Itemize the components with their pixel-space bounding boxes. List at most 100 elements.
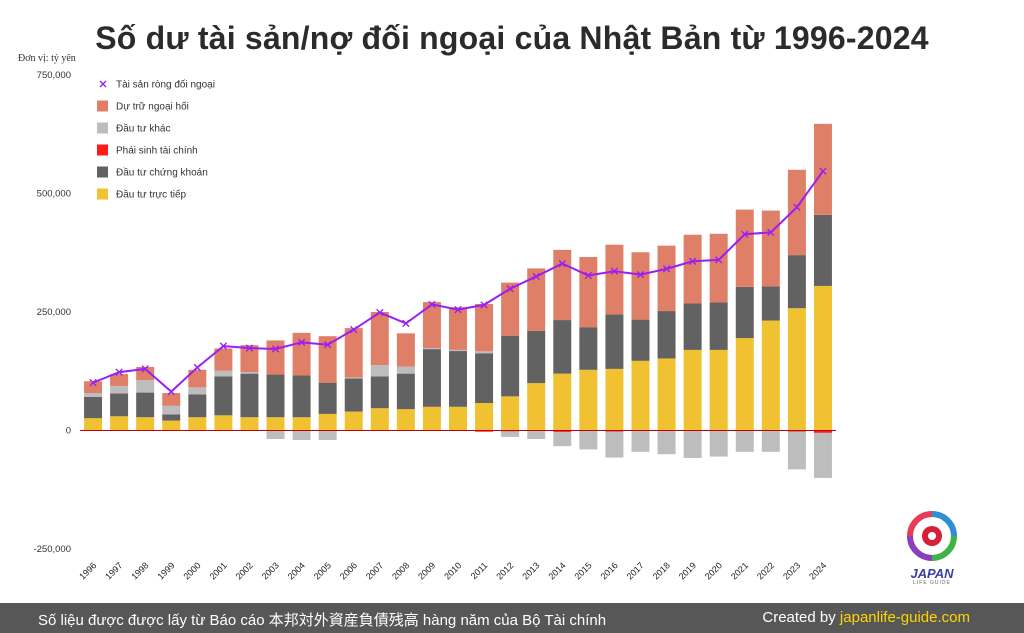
bar-segment — [813, 432, 832, 478]
bar-segment — [527, 268, 546, 331]
bar-segment — [214, 415, 233, 431]
bar-segment — [84, 396, 103, 419]
bar-segment — [553, 249, 572, 321]
footer-site-link[interactable]: japanlife-guide.com — [839, 609, 970, 626]
x-axis: 1996 1997 1998 1999 2000 2001 2002 2003 2004 2005… — [77, 560, 828, 581]
net-assets-marker — [454, 305, 462, 314]
bar-segment — [579, 369, 598, 431]
x-tick-label: 2011 — [469, 560, 490, 581]
bar-segment — [657, 311, 676, 359]
y-tick-label: 0 — [66, 426, 71, 437]
bar-segment — [396, 333, 415, 367]
legend-label: Đầu tư chứng khoán — [116, 167, 208, 179]
bar-segment — [449, 307, 467, 350]
x-tick-label: 1999 — [155, 560, 176, 581]
legend-label: Tài sản ròng đối ngoại — [116, 79, 215, 91]
bar-segment — [683, 303, 702, 350]
bar-segment — [579, 327, 598, 370]
bar-segment — [422, 348, 441, 350]
bar-segment — [110, 393, 129, 417]
x-tick-label: 2012 — [494, 560, 515, 581]
net-assets-marker — [297, 338, 306, 347]
bar-segment — [475, 353, 494, 404]
bar-segment — [136, 417, 155, 431]
y-axis: -250,000 0 250,000 500,000 750,000 — [33, 70, 71, 555]
bar-segment — [318, 430, 337, 440]
bar-segment — [422, 406, 441, 431]
x-tick-label: 2010 — [442, 560, 463, 581]
net-assets-marker — [376, 308, 384, 317]
bar-segment — [344, 411, 363, 431]
x-tick-label: 2002 — [234, 560, 255, 581]
bar-segment — [292, 332, 311, 376]
bar-segment — [240, 345, 259, 373]
y-tick-label: 500,000 — [37, 189, 71, 200]
bar-segment — [318, 413, 337, 431]
net-assets-marker — [688, 257, 697, 265]
x-tick-label: 2022 — [755, 560, 776, 581]
footer-source-text: Số liệu được được lấy từ Báo cáo 本邦対外資産負… — [38, 612, 607, 629]
bar-segment — [813, 214, 832, 286]
legend-label: Đầu tư trực tiếp — [116, 189, 187, 201]
x-tick-label: 2017 — [625, 560, 646, 581]
x-tick-label: 2023 — [781, 560, 802, 581]
bar-segment — [188, 387, 207, 395]
net-assets-marker — [167, 387, 175, 396]
x-tick-label: 2015 — [573, 560, 594, 581]
bar-segment — [709, 430, 728, 457]
net-assets-marker — [767, 228, 775, 237]
x-tick-label: 2008 — [390, 560, 411, 581]
net-assets-marker — [532, 272, 540, 281]
net-assets-marker — [219, 342, 228, 350]
bar-segment — [422, 302, 441, 349]
net-assets-marker — [506, 285, 514, 293]
x-tick-label: 2013 — [520, 560, 541, 581]
x-tick-label: 2024 — [807, 560, 828, 581]
net-assets-marker — [793, 203, 801, 211]
bar-segment — [787, 431, 806, 470]
bar-segment — [475, 403, 494, 431]
bar-segment — [553, 431, 572, 447]
bar-segment — [683, 349, 702, 431]
bar-segment — [787, 308, 806, 431]
bar-segment — [735, 338, 754, 431]
bar-segment — [292, 430, 311, 440]
bar-segment — [370, 376, 389, 409]
x-tick-label: 2004 — [286, 560, 307, 581]
bar-segment — [501, 431, 520, 437]
bar-segment — [449, 350, 467, 407]
bar-segment — [475, 351, 494, 354]
net-assets-marker — [428, 300, 436, 309]
bar-segment — [631, 360, 650, 431]
bar-segment — [527, 330, 546, 384]
bar-segment — [266, 417, 285, 431]
x-tick-label: 2003 — [260, 560, 281, 581]
bar-segment — [605, 431, 624, 458]
x-tick-label: 1997 — [103, 560, 124, 581]
y-tick-label: -250,000 — [33, 544, 71, 555]
bar-segment — [787, 169, 806, 256]
net-assets-marker — [662, 265, 671, 273]
bar-segment — [240, 373, 259, 418]
x-tick-label: 2018 — [651, 560, 672, 581]
bar-segment — [214, 376, 233, 416]
net-assets-marker — [323, 341, 332, 349]
bar-segment — [683, 430, 702, 458]
net-assets-marker — [741, 230, 749, 238]
bar-segment — [266, 374, 285, 418]
bar-segment — [579, 257, 598, 328]
logo-subtext: LIFE GUIDE — [913, 580, 951, 586]
footer-credit-prefix: Created by — [762, 609, 840, 626]
bar-segment — [449, 349, 467, 352]
net-assets-marker — [610, 267, 619, 275]
bar-segment — [370, 365, 389, 377]
net-assets-marker — [89, 378, 97, 387]
bar-segment — [605, 314, 624, 369]
bar-segment — [240, 372, 259, 374]
bar-segment — [344, 378, 363, 412]
net-assets-marker — [115, 368, 123, 376]
bar-segment — [449, 406, 467, 431]
bar-segment — [266, 430, 285, 440]
footer-bar: Số liệu được được lấy từ Báo cáo 本邦対外資産負… — [0, 603, 1024, 633]
